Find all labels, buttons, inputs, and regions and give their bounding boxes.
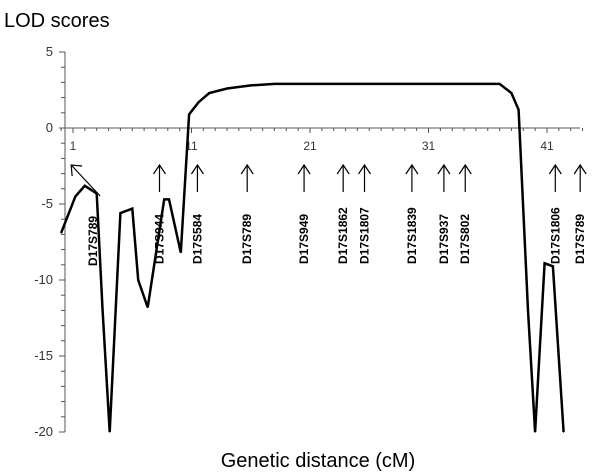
marker-label: D17S789 — [573, 214, 587, 264]
x-tick-label: 31 — [422, 139, 436, 153]
lod-point — [356, 83, 358, 85]
y-axis-title: LOD scores — [4, 10, 110, 32]
marker-group: D17S789 D17S944 D17S584 D17S789 D17S949 D17S1… — [70, 163, 587, 266]
marker-arrowhead — [358, 163, 372, 175]
lod-point — [273, 83, 276, 85]
marker-d17s944: D17S944 — [153, 163, 167, 264]
marker-label: D17S789 — [86, 216, 100, 266]
lod-point — [131, 207, 133, 210]
marker-label: D17S1839 — [405, 207, 419, 264]
marker-label: D17S584 — [190, 214, 204, 264]
marker-d17s1807: D17S1807 — [358, 163, 372, 264]
marker-d17s789: D17S789 — [240, 163, 254, 264]
marker-d17s949: D17S949 — [297, 163, 311, 264]
marker-arrow — [70, 164, 101, 197]
marker-d17s1839: D17S1839 — [405, 163, 419, 264]
lod-point — [544, 262, 546, 264]
lod-point — [208, 92, 210, 94]
y-tick-label: -20 — [34, 424, 53, 439]
marker-label: D17S802 — [458, 214, 472, 264]
y-tick-labels: 5 0 -5 -10 -15 -20 — [34, 44, 53, 439]
marker-arrowhead — [437, 163, 451, 175]
marker-arrowhead — [153, 163, 167, 175]
lod-point — [416, 83, 418, 85]
marker-d17s584: D17S584 — [190, 163, 204, 264]
marker-label: D17S949 — [297, 214, 311, 264]
lod-point — [147, 306, 149, 308]
series-group — [59, 82, 565, 433]
axes — [59, 51, 584, 433]
marker-arrowhead — [458, 163, 472, 175]
lod-point — [499, 83, 501, 85]
marker-arrowhead — [240, 163, 254, 175]
lod-point — [226, 87, 228, 90]
y-tick-label: -5 — [41, 196, 53, 211]
lod-point — [60, 232, 62, 234]
marker-arrowhead — [297, 163, 311, 175]
marker-d17s789: D17S789 — [70, 164, 101, 266]
marker-label: D17S1862 — [336, 207, 350, 264]
y-tick-label: -15 — [34, 348, 53, 363]
lod-point — [562, 431, 565, 433]
y-tick-label: 0 — [46, 120, 53, 135]
lod-point — [102, 309, 104, 311]
marker-d17s802: D17S802 — [458, 163, 472, 264]
lod-point — [527, 309, 529, 311]
y-tick-label: -10 — [34, 272, 53, 287]
marker-arrowhead — [336, 163, 350, 175]
marker-label: D17S1806 — [548, 207, 562, 264]
marker-label: D17S944 — [153, 214, 167, 264]
x-tick-labels: 1 11 21 31 41 — [70, 139, 554, 153]
lod-point — [510, 92, 513, 94]
lod-point — [198, 101, 200, 103]
lod-point — [552, 265, 554, 267]
y-tick-label: 5 — [46, 44, 53, 59]
lod-point — [74, 195, 76, 197]
marker-d17s789: D17S789 — [573, 163, 587, 264]
marker-d17s1862: D17S1862 — [336, 163, 350, 264]
marker-arrowhead — [405, 163, 419, 175]
lod-point — [109, 431, 111, 433]
lod-point — [297, 83, 299, 85]
lod-point — [475, 83, 477, 85]
marker-arrowhead — [573, 163, 587, 175]
lod-series-line — [59, 82, 565, 433]
marker-label: D17S789 — [240, 214, 254, 264]
marker-label: D17S937 — [437, 214, 451, 264]
lod-point — [188, 113, 190, 115]
lod-point — [119, 212, 121, 214]
marker-label: D17S1807 — [358, 207, 372, 264]
lod-point — [534, 431, 536, 433]
lod-point — [180, 252, 182, 254]
lod-point — [168, 198, 170, 201]
lod-point — [137, 279, 139, 281]
marker-arrowhead — [190, 163, 204, 175]
x-tick-label: 41 — [540, 139, 554, 153]
lod-point — [84, 185, 86, 187]
lod-point — [250, 84, 252, 87]
marker-d17s937: D17S937 — [437, 163, 451, 264]
x-axis-title: Genetic distance (cM) — [221, 450, 416, 472]
x-tick-label: 1 — [70, 139, 77, 153]
marker-d17s1806: D17S1806 — [548, 163, 562, 264]
x-tick-label: 21 — [303, 139, 317, 153]
marker-arrowhead — [70, 164, 83, 177]
lod-point — [517, 109, 520, 111]
lod-point — [163, 198, 165, 201]
marker-arrowhead — [548, 163, 562, 175]
